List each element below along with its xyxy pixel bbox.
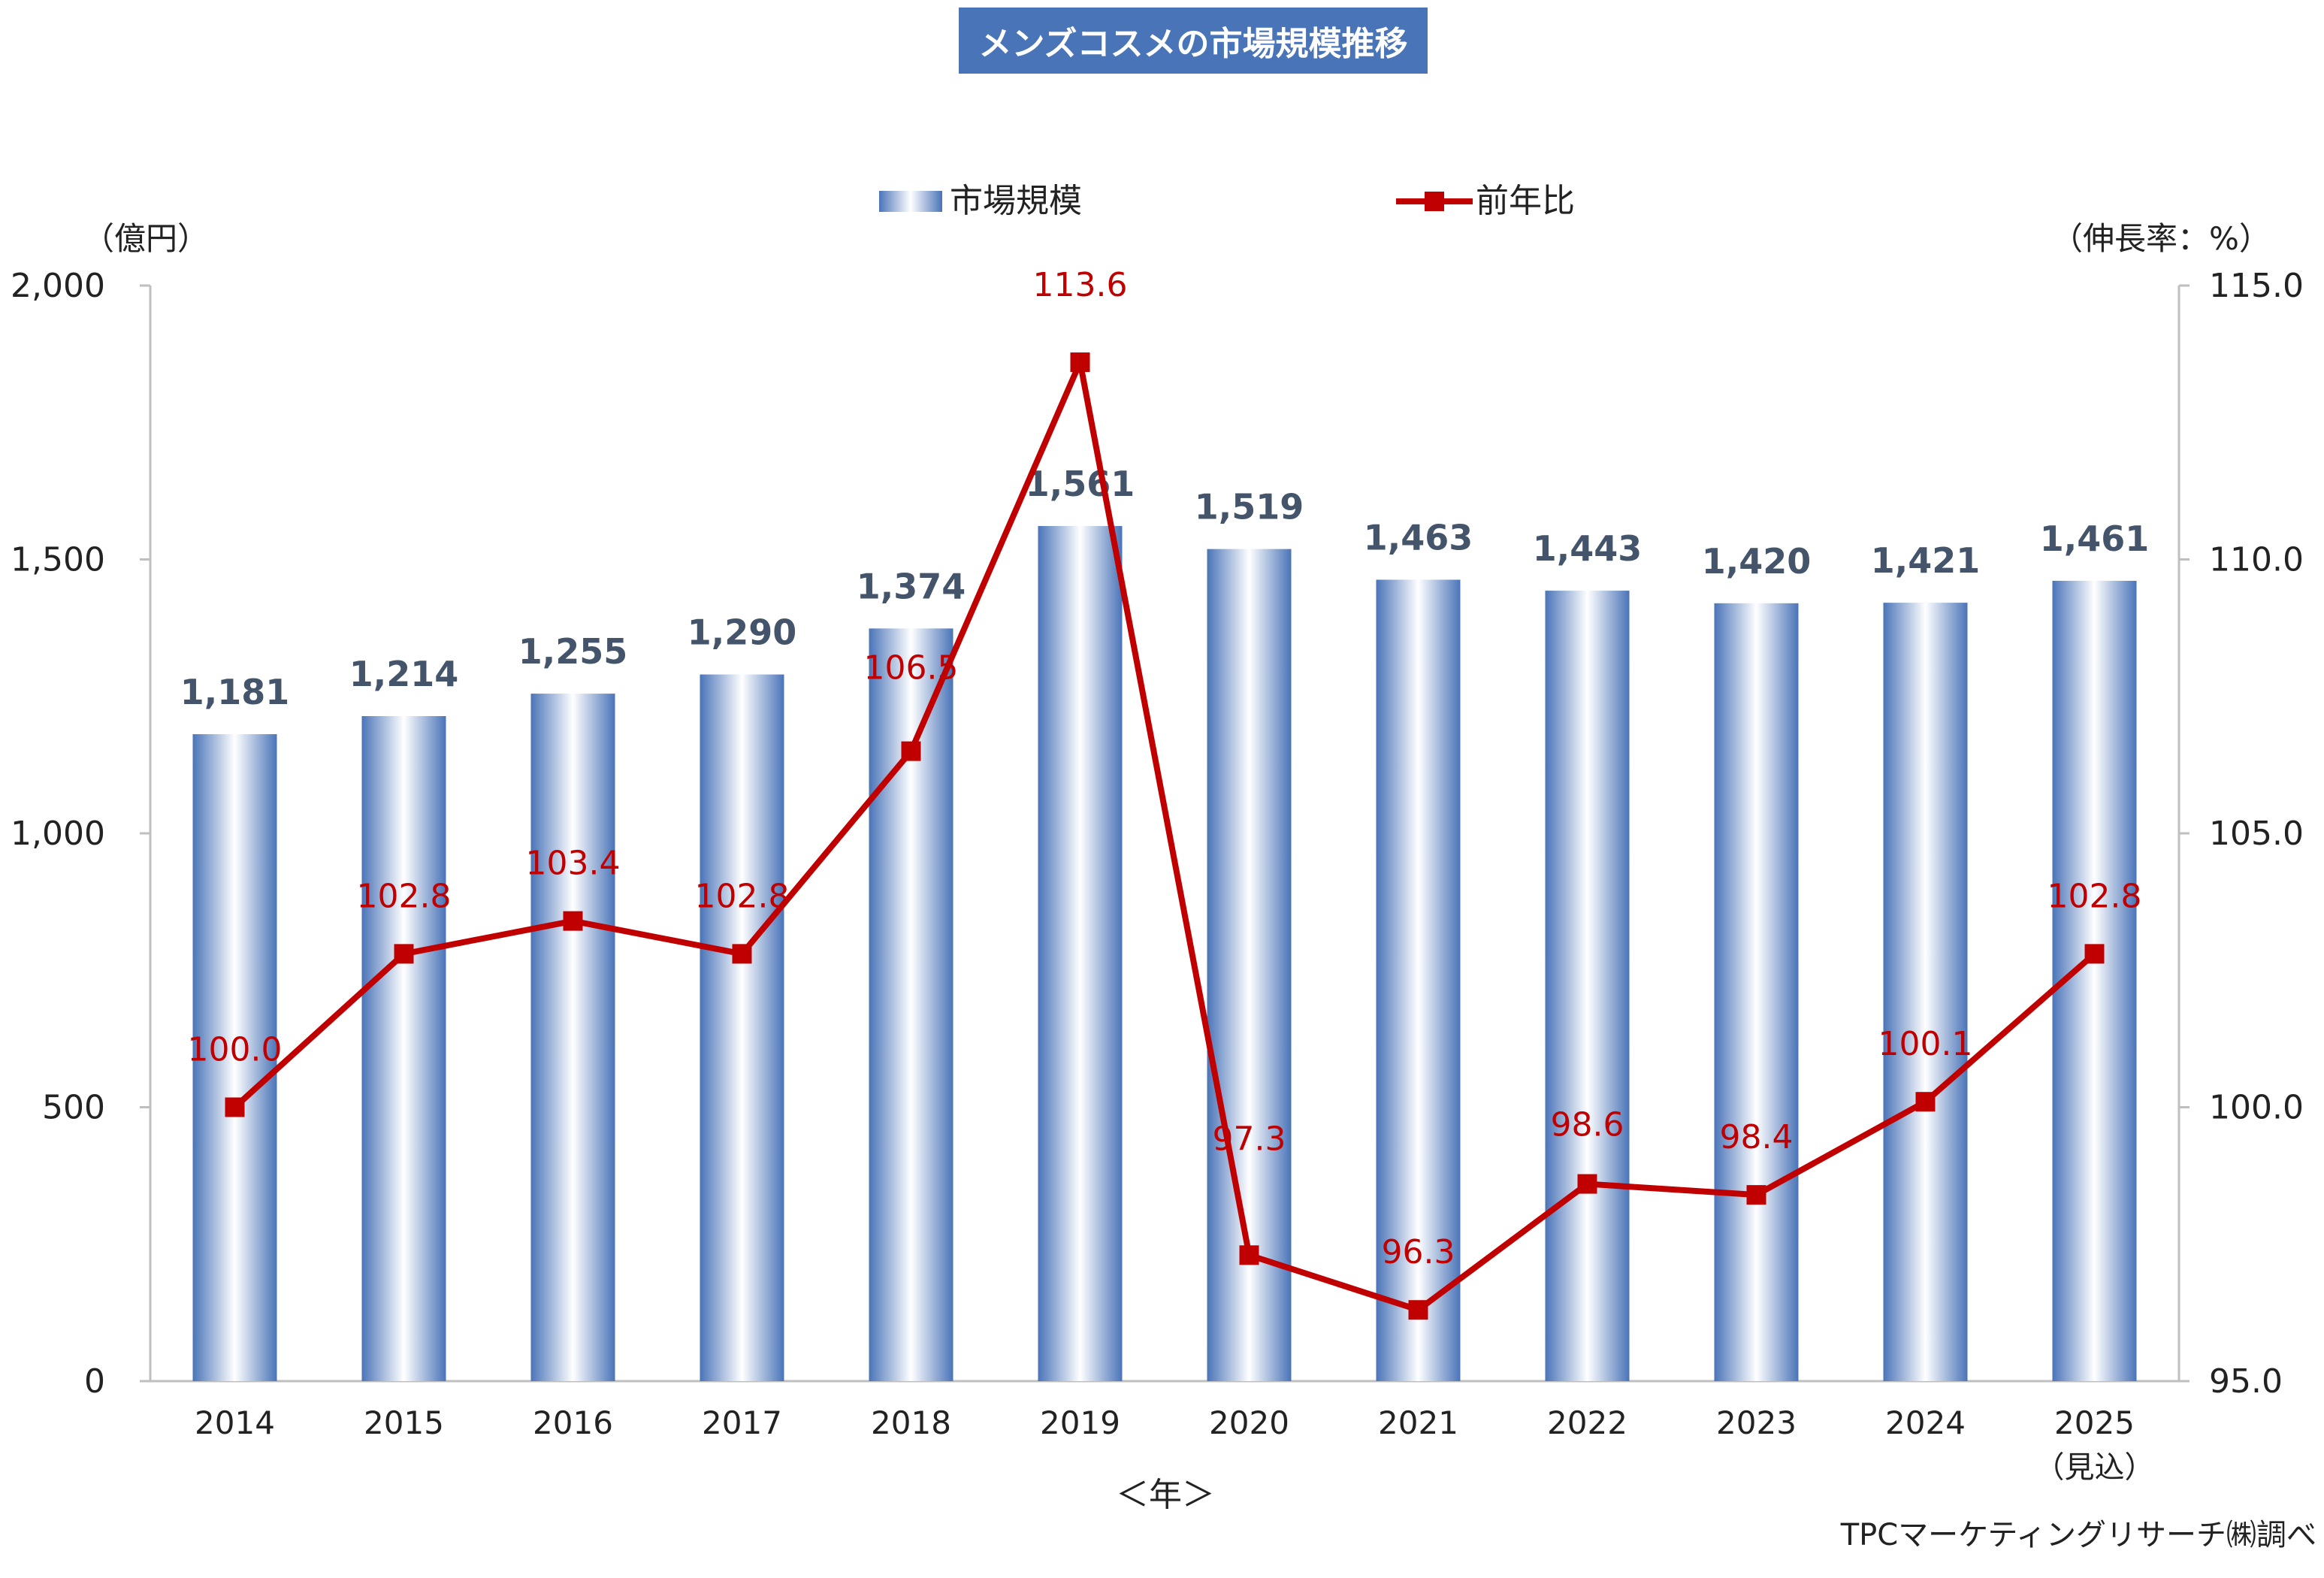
yoy-data-label: 97.3 [1213, 1120, 1286, 1158]
left-tick-label: 1,500 [11, 541, 105, 579]
chart-title-box: メンズコスメの市場規模推移 [959, 8, 1428, 74]
bar-data-label: 1,255 [518, 631, 628, 672]
legend-swatch-marker [1425, 192, 1444, 211]
yoy-point [394, 944, 414, 964]
line-layer: 100.0 102.8 103.4 102.8 106.5 113.6 97.3 96.3 98… [188, 266, 2142, 1320]
left-tick-label: 500 [42, 1089, 105, 1127]
yoy-point [1408, 1300, 1428, 1320]
right-tick-label: 110.0 [2209, 541, 2304, 579]
x-tick-label: 2021 [1378, 1404, 1458, 1441]
source-note: TPCマーケティングリサーチ㈱調べ [1840, 1518, 2316, 1552]
left-axis-title: （億円） [83, 220, 209, 257]
chart-title: メンズコスメの市場規模推移 [978, 25, 1408, 63]
x-tick-label: 2016 [533, 1404, 613, 1441]
right-tick-label: 105.0 [2209, 815, 2304, 853]
bar [530, 694, 615, 1381]
yoy-data-label: 113.6 [1033, 266, 1128, 304]
bar-data-label: 1,461 [2040, 518, 2150, 559]
bar-data-label: 1,519 [1195, 487, 1304, 528]
bar [1545, 591, 1630, 1381]
bar [1376, 579, 1461, 1381]
bar-data-label: 1,181 [180, 672, 290, 712]
legend-label-line: 前年比 [1476, 182, 1575, 220]
bar-data-label: 1,421 [1871, 540, 1981, 581]
yoy-point [901, 741, 921, 761]
left-tick-label: 1,000 [11, 815, 105, 853]
right-axis-title: （伸長率：%） [2051, 220, 2271, 257]
x-tick-label: 2019 [1040, 1404, 1120, 1441]
yoy-data-label: 98.6 [1551, 1106, 1624, 1144]
yoy-data-label: 100.1 [1878, 1025, 1973, 1063]
yoy-data-label: 106.5 [864, 649, 959, 688]
bar-data-label: 1,420 [1702, 541, 1812, 582]
bar [1714, 603, 1799, 1381]
right-tick-label: 100.0 [2209, 1089, 2304, 1127]
x-tick-label: 2022 [1547, 1404, 1627, 1441]
right-tick-label: 115.0 [2209, 267, 2304, 305]
yoy-data-label: 102.8 [357, 877, 452, 915]
yoy-data-label: 98.4 [1720, 1118, 1794, 1156]
yoy-point [1239, 1245, 1259, 1265]
bar-data-label: 1,463 [1364, 517, 1473, 558]
bar [361, 715, 446, 1381]
x-axis-title: ＜年＞ [1116, 1476, 1215, 1514]
right-tick-label: 95.0 [2209, 1362, 2283, 1401]
yoy-point [1070, 352, 1090, 373]
x-tick-label: 2014 [195, 1404, 275, 1441]
yoy-series-line [232, 359, 2097, 1313]
axes-group: 0 500 1,000 1,500 2,000 95.0 100.0 105.0 110.0 11… [11, 220, 2304, 1514]
legend-swatch-bar [879, 191, 942, 212]
x-tick-label: 2017 [702, 1404, 782, 1441]
yoy-point [1746, 1185, 1766, 1205]
x-tick-label: 2025 [2054, 1404, 2135, 1441]
yoy-point [732, 944, 752, 964]
left-tick-label: 2,000 [11, 267, 105, 305]
yoy-point [225, 1097, 245, 1117]
bar-data-label: 1,214 [349, 654, 459, 694]
bar [700, 674, 784, 1381]
bar [1038, 526, 1123, 1381]
legend-label-bar: 市場規模 [950, 182, 1082, 220]
yoy-data-label: 96.3 [1382, 1233, 1455, 1271]
bar-labels-group: 1,181 1,214 1,255 1,290 1,374 1,561 1,519 1,463… [180, 464, 2150, 712]
yoy-data-label: 102.8 [2047, 877, 2142, 915]
bar-data-label: 1,561 [1026, 464, 1135, 504]
yoy-point [2084, 944, 2105, 964]
yoy-data-label: 100.0 [188, 1031, 283, 1069]
bar [869, 628, 953, 1381]
x-tick-label: 2020 [1209, 1404, 1289, 1441]
yoy-data-label: 102.8 [695, 877, 790, 915]
yoy-point [1915, 1092, 1936, 1112]
legend: 市場規模 前年比 [879, 182, 1575, 220]
x-tick-label: 2024 [1885, 1404, 1966, 1441]
bar [192, 734, 277, 1381]
bar-data-label: 1,374 [857, 566, 966, 606]
x-tick-sublabel: （見込） [2035, 1450, 2155, 1485]
yoy-data-label: 103.4 [526, 845, 621, 883]
yoy-point [1577, 1174, 1597, 1194]
x-tick-label: 2023 [1716, 1404, 1797, 1441]
x-tick-label: 2015 [364, 1404, 444, 1441]
bar-data-label: 1,290 [688, 612, 797, 653]
x-tick-label: 2018 [871, 1404, 951, 1441]
left-tick-label: 0 [84, 1362, 105, 1401]
bars-group [192, 526, 2137, 1382]
bar-data-label: 1,443 [1533, 528, 1643, 569]
yoy-point [563, 911, 583, 931]
bar [1883, 603, 1968, 1381]
